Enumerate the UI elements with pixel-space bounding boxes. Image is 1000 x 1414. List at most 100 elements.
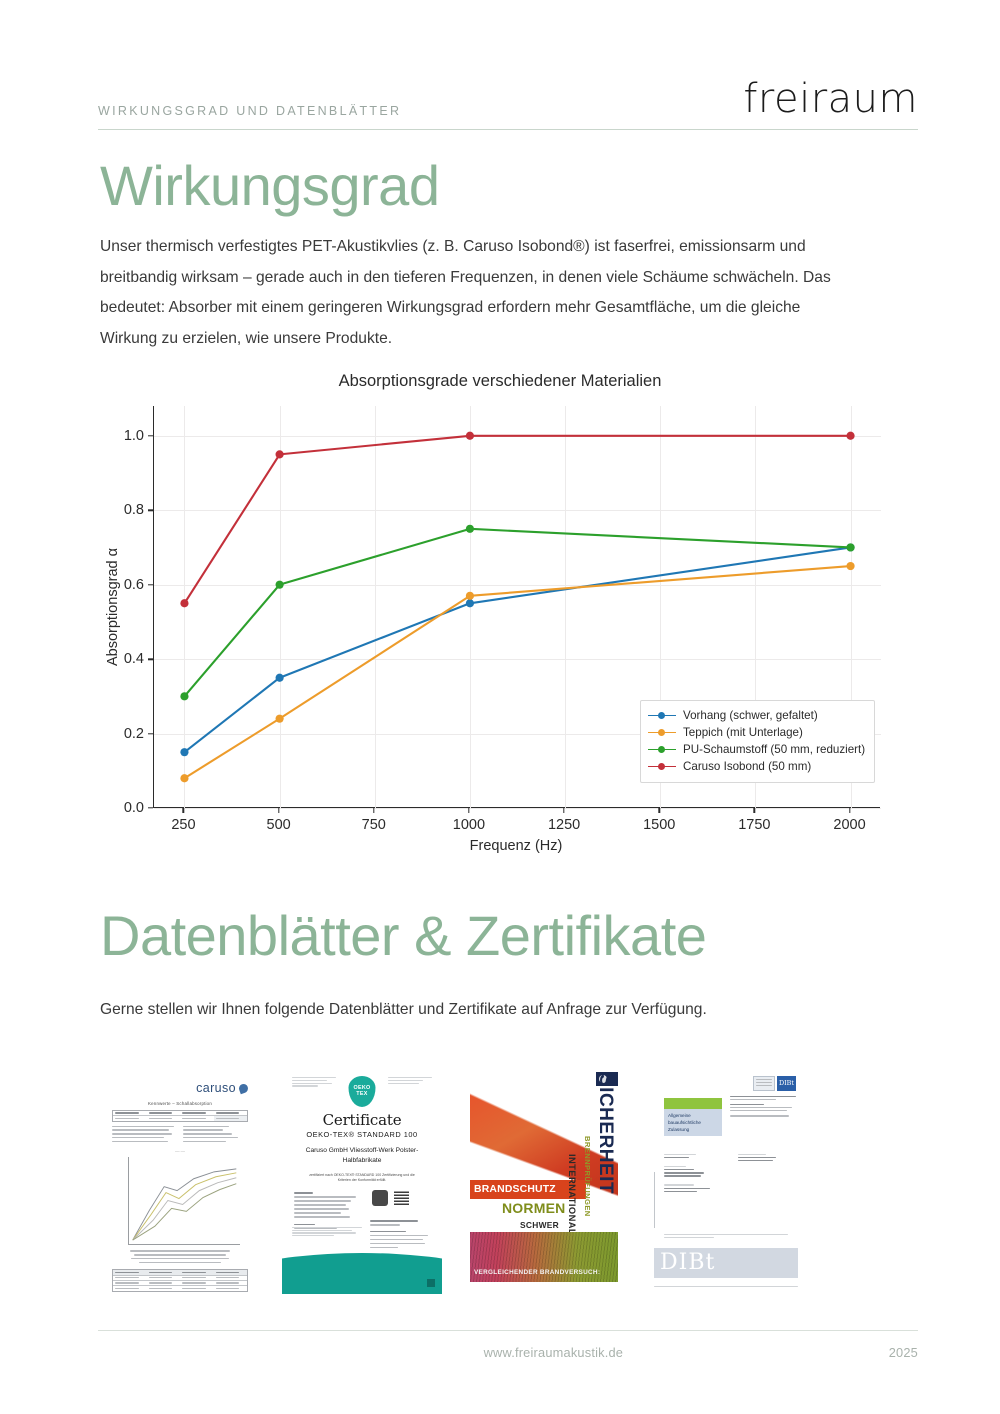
y-tick-label: 0.0	[123, 800, 144, 816]
dibt-approval-title: Allgemeine bauaufsichtliche Zulassung	[664, 1109, 722, 1136]
dibt-watermark: DIBt	[654, 1248, 798, 1278]
series-line	[183, 546, 852, 754]
page-title-wirkungsgrad: Wirkungsgrad	[100, 154, 440, 217]
certificate-teal-wave	[282, 1253, 442, 1294]
certificate-issuer-block	[370, 1220, 430, 1251]
series-data-point	[180, 774, 189, 783]
certificate-heading: Certificate	[322, 1111, 402, 1129]
series-data-point	[465, 599, 475, 608]
legend-row[interactable]: PU-Schaumstoff (50 mm, reduziert)	[648, 741, 865, 758]
gridline-horizontal	[154, 510, 881, 512]
y-tick-label: 1.0	[123, 427, 144, 444]
burn-test-image	[470, 1232, 618, 1282]
chart-series-layer	[180, 431, 855, 783]
legend-row[interactable]: Teppich (mit Unterlage)	[648, 724, 865, 741]
certificate-thumbnail-row: caruso Kennwerte – Schallabsorption ····…	[100, 1068, 900, 1298]
certificate-standard: OEKO-TEX® STANDARD 100	[306, 1130, 418, 1139]
dibt-side-rule	[654, 1172, 655, 1228]
legend-label: PU-Schaumstoff (50 mm, reduziert)	[683, 743, 866, 756]
caruso-minichart-caption: ·········	[174, 1150, 186, 1155]
dibt-logo: DIBt	[753, 1076, 796, 1091]
header-eyebrow: WIRKUNGSGRAD UND DATENBLÄTTER	[98, 104, 402, 118]
series-line	[183, 527, 852, 698]
series-line	[183, 434, 852, 605]
x-tick-mark	[848, 808, 851, 813]
legend-label: Teppich (mit Unterlage)	[683, 726, 803, 739]
series-data-point	[275, 714, 284, 723]
x-tick-mark	[373, 808, 375, 813]
footer-url[interactable]: www.freiraumakustik.de	[483, 1345, 624, 1360]
caruso-mini-chart	[128, 1157, 240, 1246]
legend-row[interactable]: Vorhang (schwer, gefaltet)	[648, 707, 865, 724]
gridline-horizontal	[154, 584, 881, 586]
series-data-point	[846, 561, 855, 571]
x-tick-mark	[182, 808, 185, 813]
caruso-logo: caruso	[112, 1081, 250, 1095]
thumbnail-caruso-datasheet[interactable]: caruso Kennwerte – Schallabsorption ····…	[100, 1068, 260, 1294]
y-tick-mark	[148, 732, 153, 735]
thumbnail-oeko-tex-certificate[interactable]: OEKO TEX Certificate OEKO-TEX® STANDARD …	[282, 1068, 442, 1294]
y-tick-label: 0.4	[123, 651, 144, 668]
thumbnail-dibt-zulassung[interactable]: DIBt Allgemeine bauaufsichtliche Zulassu…	[646, 1068, 806, 1294]
qr-code-icon	[394, 1190, 409, 1205]
certificate-scope-block	[294, 1192, 356, 1231]
page-footer: www.freiraumakustik.de 2025	[98, 1330, 918, 1360]
series-data-point	[275, 673, 284, 682]
x-tick-label: 1750	[738, 817, 771, 833]
series-data-point	[846, 543, 855, 552]
x-tick-label: 2000	[833, 817, 866, 833]
chart-title: Absorptionsgrade verschiedener Materiali…	[338, 372, 662, 390]
label-schwer: SCHWER	[520, 1220, 560, 1230]
thumbnail-brandschutz-brochure[interactable]: BRANDSCHUTZ NORMEN SCHWER ENTFLAMMBAR SI…	[464, 1068, 624, 1294]
legend-swatch	[648, 745, 676, 755]
x-tick-label: 1500	[643, 817, 676, 833]
legend-swatch	[648, 711, 676, 721]
x-tick-label: 250	[171, 817, 196, 833]
label-international: INTERNATIONAL	[567, 1154, 578, 1236]
dibt-mark: DIBt	[777, 1076, 796, 1091]
series-data-point	[465, 591, 475, 600]
x-tick-mark	[658, 808, 660, 813]
certificate-footnote	[292, 1226, 362, 1238]
gridline-vertical	[565, 406, 567, 808]
gov-emblem-icon	[753, 1076, 775, 1091]
gridline-vertical	[850, 406, 852, 808]
chart-axes	[153, 406, 881, 809]
legend-row[interactable]: Caruso Isobond (50 mm)	[648, 758, 865, 775]
y-tick-mark	[148, 583, 153, 586]
series-data-point	[275, 580, 284, 589]
oeko-seal-icon	[372, 1190, 388, 1206]
y-tick-label: 0.6	[123, 576, 144, 593]
gridline-horizontal	[154, 733, 881, 735]
x-tick-label: 750	[361, 817, 386, 833]
series-data-point	[465, 524, 475, 533]
chart-plot-area: 0.0 0.2 0.4 0.6 0.8 1.0 250 500 750 1000 1250 1500…	[105, 406, 881, 854]
oeko-header-right	[388, 1077, 432, 1085]
certificate-subtext: zertifiziert nach OEKO-TEX® STANDARD 100…	[309, 1173, 415, 1183]
chart-legend: Vorhang (schwer, gefaltet) Teppich (mit U…	[640, 700, 876, 783]
series-data-point	[180, 748, 189, 757]
series-data-point	[275, 450, 284, 459]
caruso-header-table	[112, 1110, 248, 1122]
page-header: WIRKUNGSGRAD UND DATENBLÄTTER freiraum	[98, 79, 918, 130]
label-brennpruefungen: BRENNPRÜFUNGEN	[583, 1136, 592, 1217]
x-tick-mark	[753, 808, 756, 813]
caruso-datasheet-title: Kennwerte – Schallabsorption	[148, 1101, 212, 1106]
y-tick-mark	[148, 509, 153, 511]
x-tick-mark	[468, 808, 470, 813]
caruso-data-table	[112, 1269, 248, 1292]
series-data-point	[180, 692, 189, 701]
y-tick-mark	[148, 658, 153, 660]
footer-year: 2025	[888, 1345, 918, 1360]
chart-x-axis-label: Frequenz (Hz)	[469, 838, 563, 854]
x-tick-mark	[563, 808, 565, 813]
x-tick-label: 500	[266, 817, 291, 833]
chart-y-axis-label: Absorptionsgrad α	[105, 547, 121, 667]
y-tick-mark	[148, 435, 153, 437]
gridline-horizontal	[154, 808, 881, 809]
label-sicherheit: SICHERHEIT	[595, 1074, 616, 1195]
intro-paragraph: Unser thermisch verfestigtes PET-Akustik…	[100, 238, 831, 347]
dibt-note	[664, 1234, 788, 1240]
dibt-meta-left	[664, 1154, 718, 1194]
